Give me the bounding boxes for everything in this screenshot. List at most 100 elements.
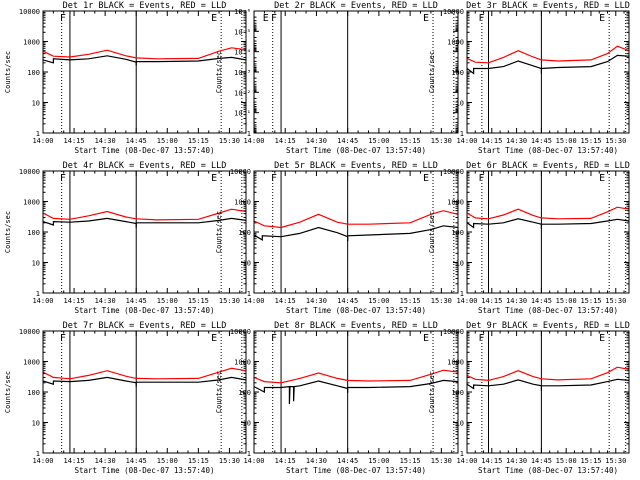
y-axis-label: Counts/sec bbox=[215, 51, 223, 93]
x-tick-label: 15:15 bbox=[188, 297, 209, 305]
y-tick-label: 10000 bbox=[443, 8, 464, 16]
x-tick-label: 14:30 bbox=[506, 297, 527, 305]
series-events-line bbox=[466, 378, 630, 391]
x-tick-label: 14:15 bbox=[64, 137, 85, 145]
y-tick-label: 10 bbox=[243, 420, 251, 428]
series-lld-line bbox=[42, 367, 247, 380]
marker-label: F bbox=[60, 13, 66, 24]
x-tick-label: 14:15 bbox=[481, 137, 502, 145]
series-lld-line bbox=[42, 208, 247, 221]
x-tick-label: 14:30 bbox=[95, 137, 116, 145]
marker-label: F bbox=[271, 333, 277, 344]
marker-label: E bbox=[599, 173, 605, 184]
marker-label: E bbox=[599, 13, 605, 24]
chart-title: Det 9r BLACK = Events, RED = LLD bbox=[466, 321, 630, 331]
chart-panel-1: Det 1r BLACK = Events, RED = LLD 1 10 100 10… bbox=[4, 1, 247, 155]
x-tick-label: 14:15 bbox=[64, 297, 85, 305]
x-tick-label: 15:00 bbox=[368, 137, 389, 145]
x-tick-label: 15:30 bbox=[431, 457, 452, 465]
y-tick-label: 10⁻¹ bbox=[234, 110, 251, 118]
x-tick-label: 15:15 bbox=[188, 137, 209, 145]
x-tick-label: 14:00 bbox=[32, 457, 53, 465]
x-tick-label: 15:15 bbox=[580, 137, 601, 145]
y-tick-label: 10 bbox=[32, 100, 40, 108]
x-tick-label: 14:00 bbox=[243, 137, 264, 145]
y-tick-label: 100 bbox=[451, 389, 464, 397]
y-tick-label: 1 bbox=[460, 450, 464, 458]
plot-frame bbox=[253, 330, 459, 454]
y-tick-label: 100 bbox=[27, 69, 40, 77]
x-tick-label: 14:00 bbox=[456, 137, 477, 145]
plot-frame bbox=[466, 170, 630, 294]
y-tick-label: 1000 bbox=[447, 359, 464, 367]
x-tick-label: 14:45 bbox=[126, 457, 147, 465]
series-lld-line bbox=[466, 206, 630, 220]
plot-frame bbox=[42, 170, 247, 294]
x-tick-label: 15:00 bbox=[368, 457, 389, 465]
x-tick-label: 14:30 bbox=[95, 297, 116, 305]
x-tick-label: 14:45 bbox=[126, 137, 147, 145]
y-tick-label: 1 bbox=[247, 290, 251, 298]
y-axis-label: Counts/sec bbox=[215, 211, 223, 253]
marker-label: E bbox=[263, 13, 269, 24]
series-lld-line bbox=[466, 45, 630, 64]
x-axis-label: Start Time (08-Dec-07 13:57:40) bbox=[286, 306, 426, 315]
x-tick-label: 14:30 bbox=[306, 457, 327, 465]
x-tick-label: 14:15 bbox=[481, 457, 502, 465]
y-tick-label: 10000 bbox=[230, 168, 251, 176]
y-tick-label: 100 bbox=[27, 389, 40, 397]
plot-frame bbox=[42, 10, 247, 134]
plot-frame bbox=[253, 170, 459, 294]
x-tick-label: 14:45 bbox=[337, 297, 358, 305]
marker-label: F bbox=[271, 13, 277, 24]
y-tick-label: 1000 bbox=[447, 199, 464, 207]
series-events-line bbox=[253, 379, 459, 405]
y-tick-label: 1000 bbox=[234, 359, 251, 367]
y-tick-label: 1 bbox=[247, 450, 251, 458]
chart-title: Det 6r BLACK = Events, RED = LLD bbox=[466, 161, 630, 171]
x-tick-label: 15:30 bbox=[219, 297, 240, 305]
marker-label: F bbox=[60, 333, 66, 344]
y-tick-label: 10⁻⁶ bbox=[234, 8, 251, 16]
y-tick-label: 10000 bbox=[19, 168, 40, 176]
x-tick-label: 15:15 bbox=[580, 457, 601, 465]
plot-frame bbox=[42, 330, 247, 454]
chart-title: Det 5r BLACK = Events, RED = LLD bbox=[274, 161, 438, 171]
y-tick-label: 1000 bbox=[23, 359, 40, 367]
marker-label: F bbox=[478, 13, 484, 24]
x-tick-label: 14:15 bbox=[64, 457, 85, 465]
series-events-line bbox=[42, 376, 247, 387]
marker-label: F bbox=[478, 333, 484, 344]
series-lld-line bbox=[253, 369, 459, 384]
y-tick-label: 10000 bbox=[443, 328, 464, 336]
x-tick-label: 15:30 bbox=[431, 137, 452, 145]
y-tick-label: 1 bbox=[247, 130, 251, 138]
x-tick-label: 15:00 bbox=[556, 457, 577, 465]
x-axis-label: Start Time (08-Dec-07 13:57:40) bbox=[75, 146, 215, 155]
x-tick-label: 14:15 bbox=[275, 457, 296, 465]
x-tick-label: 15:00 bbox=[556, 297, 577, 305]
marker-label: E bbox=[423, 333, 429, 344]
y-tick-label: 1000 bbox=[23, 39, 40, 47]
x-tick-label: 15:30 bbox=[431, 297, 452, 305]
x-tick-label: 14:45 bbox=[337, 457, 358, 465]
x-tick-label: 14:45 bbox=[126, 297, 147, 305]
x-axis-label: Start Time (08-Dec-07 13:57:40) bbox=[286, 466, 426, 475]
y-tick-label: 10 bbox=[456, 260, 464, 268]
x-tick-label: 15:30 bbox=[219, 137, 240, 145]
x-axis-label: Start Time (08-Dec-07 13:57:40) bbox=[75, 306, 215, 315]
x-axis-label: Start Time (08-Dec-07 13:57:40) bbox=[478, 466, 618, 475]
x-tick-label: 14:00 bbox=[32, 297, 53, 305]
marker-label: E bbox=[211, 333, 217, 344]
y-tick-label: 1000 bbox=[23, 199, 40, 207]
y-tick-label: 10000 bbox=[443, 168, 464, 176]
x-tick-label: 15:00 bbox=[368, 297, 389, 305]
marker-label: F bbox=[271, 173, 277, 184]
chart-title: Det 2r BLACK = Events, RED = LLD bbox=[274, 1, 438, 11]
y-tick-label: 10⁻² bbox=[234, 89, 251, 97]
marker-label: E bbox=[599, 333, 605, 344]
series-lld-line bbox=[466, 366, 630, 382]
x-axis-label: Start Time (08-Dec-07 13:57:40) bbox=[478, 146, 618, 155]
x-tick-label: 14:45 bbox=[531, 137, 552, 145]
y-axis-label: Counts/sec bbox=[428, 51, 436, 93]
